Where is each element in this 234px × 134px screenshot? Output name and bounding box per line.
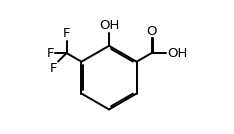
Text: O: O: [147, 25, 157, 38]
Text: OH: OH: [167, 47, 187, 60]
Text: F: F: [47, 47, 54, 60]
Text: F: F: [50, 62, 58, 75]
Text: OH: OH: [99, 19, 119, 32]
Text: F: F: [63, 27, 70, 40]
